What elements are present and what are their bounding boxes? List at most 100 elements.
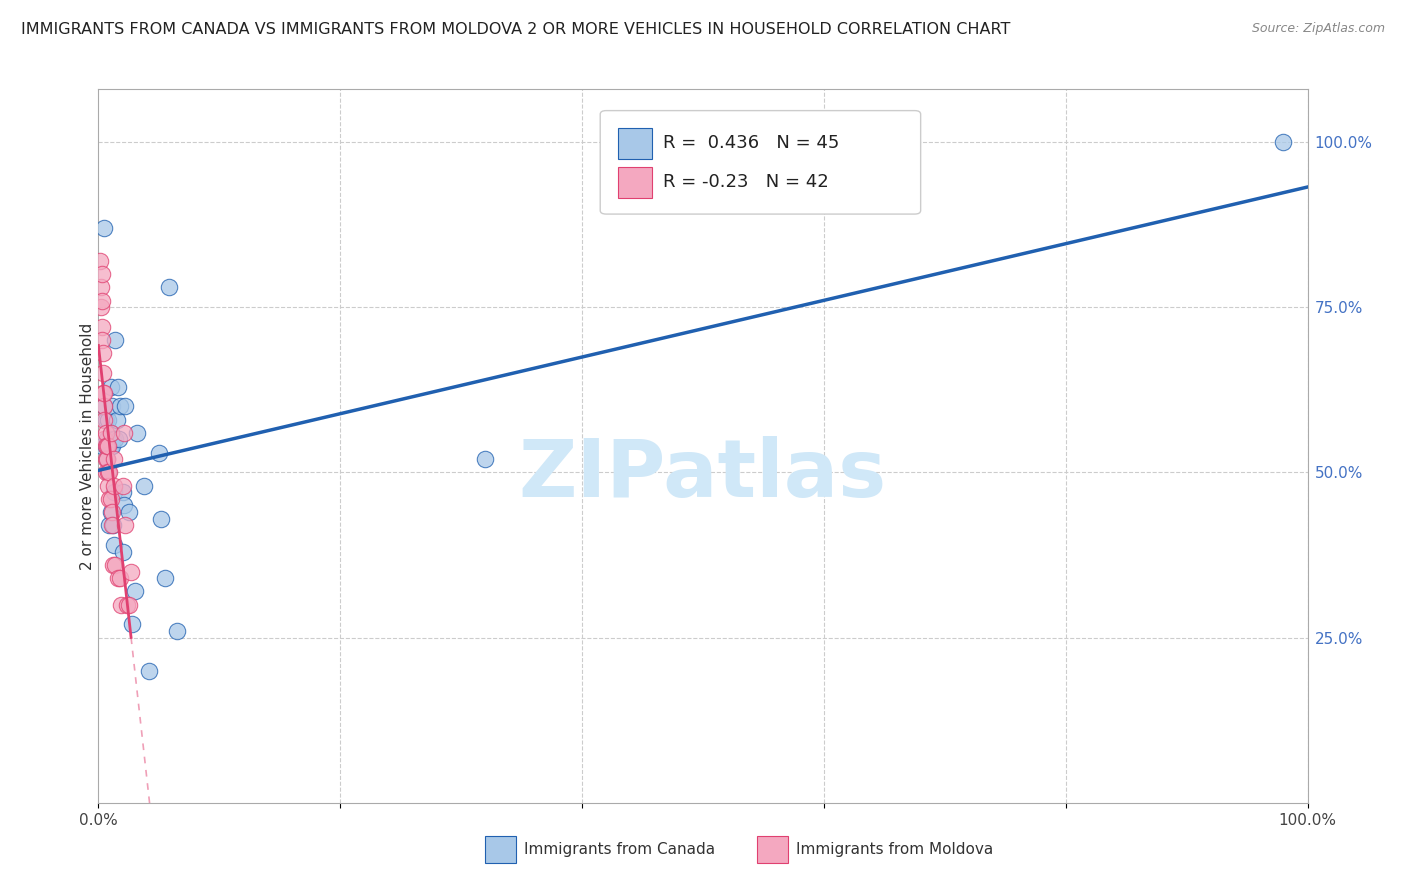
Point bbox=[103, 452, 125, 467]
Point bbox=[112, 425, 135, 440]
Point bbox=[104, 433, 127, 447]
Point bbox=[94, 452, 117, 467]
Point bbox=[97, 412, 120, 426]
FancyBboxPatch shape bbox=[619, 167, 652, 198]
Text: Immigrants from Canada: Immigrants from Canada bbox=[524, 842, 716, 857]
Point bbox=[94, 439, 117, 453]
FancyBboxPatch shape bbox=[619, 128, 652, 159]
Point bbox=[124, 584, 146, 599]
Point bbox=[101, 518, 124, 533]
Point bbox=[100, 505, 122, 519]
Y-axis label: 2 or more Vehicles in Household: 2 or more Vehicles in Household bbox=[80, 322, 94, 570]
Point bbox=[110, 598, 132, 612]
Point bbox=[97, 466, 120, 480]
Point bbox=[114, 400, 136, 414]
Point bbox=[108, 400, 131, 414]
Point bbox=[98, 491, 121, 506]
Point bbox=[100, 425, 122, 440]
Point bbox=[93, 400, 115, 414]
Point bbox=[107, 571, 129, 585]
Point bbox=[157, 280, 180, 294]
Text: R = -0.23   N = 42: R = -0.23 N = 42 bbox=[664, 173, 830, 191]
Point bbox=[107, 379, 129, 393]
Point bbox=[103, 485, 125, 500]
Point bbox=[98, 439, 121, 453]
Point bbox=[96, 439, 118, 453]
Point bbox=[91, 267, 114, 281]
Text: Immigrants from Moldova: Immigrants from Moldova bbox=[796, 842, 994, 857]
Point bbox=[108, 571, 131, 585]
Point bbox=[90, 300, 112, 314]
Point bbox=[114, 518, 136, 533]
Point bbox=[89, 254, 111, 268]
Point bbox=[153, 571, 176, 585]
Point bbox=[98, 518, 121, 533]
Point bbox=[100, 400, 122, 414]
Point bbox=[97, 478, 120, 492]
Point bbox=[93, 386, 115, 401]
Point bbox=[108, 433, 131, 447]
FancyBboxPatch shape bbox=[758, 837, 787, 863]
Point bbox=[104, 333, 127, 347]
Text: Source: ZipAtlas.com: Source: ZipAtlas.com bbox=[1251, 22, 1385, 36]
Point bbox=[100, 439, 122, 453]
Point bbox=[111, 545, 134, 559]
Point bbox=[101, 558, 124, 572]
Point bbox=[1272, 135, 1295, 149]
Point bbox=[118, 598, 141, 612]
Point bbox=[91, 333, 114, 347]
Point bbox=[91, 293, 114, 308]
Point bbox=[100, 518, 122, 533]
Point bbox=[100, 491, 122, 506]
Point bbox=[90, 280, 112, 294]
FancyBboxPatch shape bbox=[600, 111, 921, 214]
Point bbox=[96, 452, 118, 467]
Point bbox=[96, 433, 118, 447]
Point bbox=[148, 445, 170, 459]
Point bbox=[91, 386, 114, 401]
Point bbox=[150, 511, 173, 525]
Point bbox=[120, 565, 142, 579]
Point bbox=[134, 478, 156, 492]
Point bbox=[93, 412, 115, 426]
Point bbox=[103, 538, 125, 552]
Point bbox=[101, 433, 124, 447]
Point bbox=[474, 452, 496, 467]
Point bbox=[98, 466, 121, 480]
Point bbox=[94, 412, 117, 426]
Point bbox=[97, 466, 120, 480]
Point bbox=[91, 320, 114, 334]
Point bbox=[97, 439, 120, 453]
Point bbox=[118, 505, 141, 519]
Point bbox=[127, 425, 149, 440]
Point bbox=[100, 425, 122, 440]
Point bbox=[93, 400, 115, 414]
Text: IMMIGRANTS FROM CANADA VS IMMIGRANTS FROM MOLDOVA 2 OR MORE VEHICLES IN HOUSEHOL: IMMIGRANTS FROM CANADA VS IMMIGRANTS FRO… bbox=[21, 22, 1011, 37]
Point bbox=[91, 439, 114, 453]
Point bbox=[105, 412, 128, 426]
Point bbox=[93, 221, 115, 235]
Point bbox=[94, 439, 117, 453]
Point bbox=[117, 598, 139, 612]
Point bbox=[112, 499, 135, 513]
Point bbox=[91, 346, 114, 360]
Point bbox=[100, 439, 122, 453]
Point bbox=[97, 439, 120, 453]
Point bbox=[103, 478, 125, 492]
Point bbox=[104, 558, 127, 572]
Point bbox=[94, 425, 117, 440]
Point bbox=[96, 452, 118, 467]
Point bbox=[94, 466, 117, 480]
Point bbox=[138, 664, 160, 678]
Point bbox=[100, 505, 122, 519]
Point bbox=[111, 478, 134, 492]
Point bbox=[166, 624, 188, 638]
Point bbox=[100, 379, 122, 393]
Point bbox=[111, 485, 134, 500]
Point bbox=[121, 617, 143, 632]
Point bbox=[91, 367, 114, 381]
Text: R =  0.436   N = 45: R = 0.436 N = 45 bbox=[664, 135, 839, 153]
Point bbox=[93, 433, 115, 447]
FancyBboxPatch shape bbox=[485, 837, 516, 863]
Text: ZIPatlas: ZIPatlas bbox=[519, 435, 887, 514]
